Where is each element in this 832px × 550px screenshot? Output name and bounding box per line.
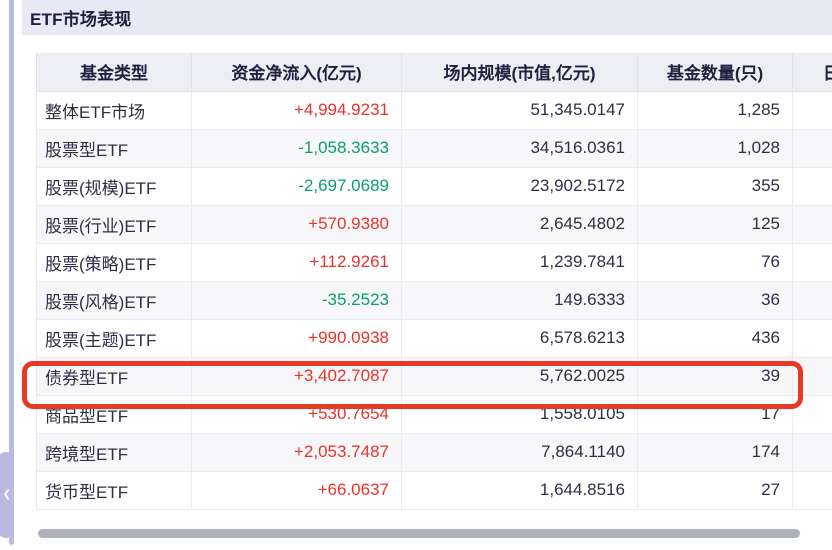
table-row[interactable]: 股票(策略)ETF +112.9261 1,239.7841 76 xyxy=(36,243,832,282)
cell-fund-type: 跨境型ETF xyxy=(36,433,192,472)
column-header-2[interactable]: 场内规模(市值,亿元) xyxy=(401,53,638,92)
cell-net-inflow: -35.2523 xyxy=(191,281,402,320)
cell-fund-type: 股票(策略)ETF xyxy=(36,243,192,282)
cell-market-value: 51,345.0147 xyxy=(401,91,638,130)
cell-net-inflow: +3,402.7087 xyxy=(191,357,402,396)
horizontal-scrollbar-thumb[interactable] xyxy=(38,529,800,538)
cell-extra xyxy=(792,319,832,358)
chevron-left-icon: ❮ xyxy=(2,489,12,500)
cell-fund-count: 1,285 xyxy=(637,91,793,130)
cell-fund-count: 39 xyxy=(637,357,793,396)
cell-fund-type: 货币型ETF xyxy=(36,471,192,510)
table-row[interactable]: 股票型ETF -1,058.3633 34,516.0361 1,028 xyxy=(36,129,832,168)
table-row[interactable]: 股票(风格)ETF -35.2523 149.6333 36 xyxy=(36,281,832,320)
cell-market-value: 34,516.0361 xyxy=(401,129,638,168)
cell-fund-count: 436 xyxy=(637,319,793,358)
table-body: 整体ETF市场 +4,994.9231 51,345.0147 1,285 股票… xyxy=(36,91,832,510)
column-header-1[interactable]: 资金净流入(亿元) xyxy=(191,53,402,92)
cell-fund-type: 债券型ETF xyxy=(36,357,192,396)
cell-extra xyxy=(792,91,832,130)
column-header-0[interactable]: 基金类型 xyxy=(36,53,192,92)
column-header-4[interactable]: 日 xyxy=(792,53,832,92)
cell-fund-count: 17 xyxy=(637,395,793,434)
column-header-3[interactable]: 基金数量(只) xyxy=(637,53,793,92)
cell-extra xyxy=(792,129,832,168)
cell-net-inflow: +990.0938 xyxy=(191,319,402,358)
table-row[interactable]: 商品型ETF +530.7654 1,558.0105 17 xyxy=(36,395,832,434)
cell-fund-count: 36 xyxy=(637,281,793,320)
cell-market-value: 5,762.0025 xyxy=(401,357,638,396)
cell-net-inflow: +66.0637 xyxy=(191,471,402,510)
cell-fund-type: 商品型ETF xyxy=(36,395,192,434)
table-row[interactable]: 债券型ETF +3,402.7087 5,762.0025 39 xyxy=(36,357,832,396)
cell-fund-count: 174 xyxy=(637,433,793,472)
cell-net-inflow: +2,053.7487 xyxy=(191,433,402,472)
cell-fund-count: 27 xyxy=(637,471,793,510)
cell-market-value: 7,864.1140 xyxy=(401,433,638,472)
cell-market-value: 149.6333 xyxy=(401,281,638,320)
cell-net-inflow: -1,058.3633 xyxy=(191,129,402,168)
table-row[interactable]: 股票(行业)ETF +570.9380 2,645.4802 125 xyxy=(36,205,832,244)
table-row[interactable]: 股票(主题)ETF +990.0938 6,578.6213 436 xyxy=(36,319,832,358)
cell-extra xyxy=(792,433,832,472)
panel-title-bar: ETF市场表现 xyxy=(22,0,832,35)
cell-fund-count: 76 xyxy=(637,243,793,282)
cell-market-value: 6,578.6213 xyxy=(401,319,638,358)
cell-extra xyxy=(792,471,832,510)
cell-extra xyxy=(792,243,832,282)
sidebar-collapse-handle[interactable]: ❮ xyxy=(0,452,14,538)
page-title: ETF市场表现 xyxy=(30,10,132,29)
cell-net-inflow: +570.9380 xyxy=(191,205,402,244)
cell-fund-type: 股票(行业)ETF xyxy=(36,205,192,244)
cell-market-value: 1,239.7841 xyxy=(401,243,638,282)
cell-extra xyxy=(792,395,832,434)
cell-fund-type: 股票(风格)ETF xyxy=(36,281,192,320)
cell-extra xyxy=(792,281,832,320)
cell-extra xyxy=(792,205,832,244)
table-row[interactable]: 股票(规模)ETF -2,697.0689 23,902.5172 355 xyxy=(36,167,832,206)
cell-extra xyxy=(792,167,832,206)
table-row[interactable]: 跨境型ETF +2,053.7487 7,864.1140 174 xyxy=(36,433,832,472)
cell-net-inflow: -2,697.0689 xyxy=(191,167,402,206)
cell-market-value: 1,644.8516 xyxy=(401,471,638,510)
cell-extra xyxy=(792,357,832,396)
cell-net-inflow: +4,994.9231 xyxy=(191,91,402,130)
cell-fund-type: 整体ETF市场 xyxy=(36,91,192,130)
cell-market-value: 1,558.0105 xyxy=(401,395,638,434)
cell-net-inflow: +530.7654 xyxy=(191,395,402,434)
cell-fund-type: 股票型ETF xyxy=(36,129,192,168)
cell-market-value: 2,645.4802 xyxy=(401,205,638,244)
cell-fund-type: 股票(主题)ETF xyxy=(36,319,192,358)
cell-fund-count: 1,028 xyxy=(637,129,793,168)
cell-fund-count: 125 xyxy=(637,205,793,244)
cell-fund-type: 股票(规模)ETF xyxy=(36,167,192,206)
table-row[interactable]: 货币型ETF +66.0637 1,644.8516 27 xyxy=(36,471,832,510)
cell-fund-count: 355 xyxy=(637,167,793,206)
cell-market-value: 23,902.5172 xyxy=(401,167,638,206)
sidebar-edge-strip xyxy=(9,0,14,545)
table-row[interactable]: 整体ETF市场 +4,994.9231 51,345.0147 1,285 xyxy=(36,91,832,130)
cell-net-inflow: +112.9261 xyxy=(191,243,402,282)
